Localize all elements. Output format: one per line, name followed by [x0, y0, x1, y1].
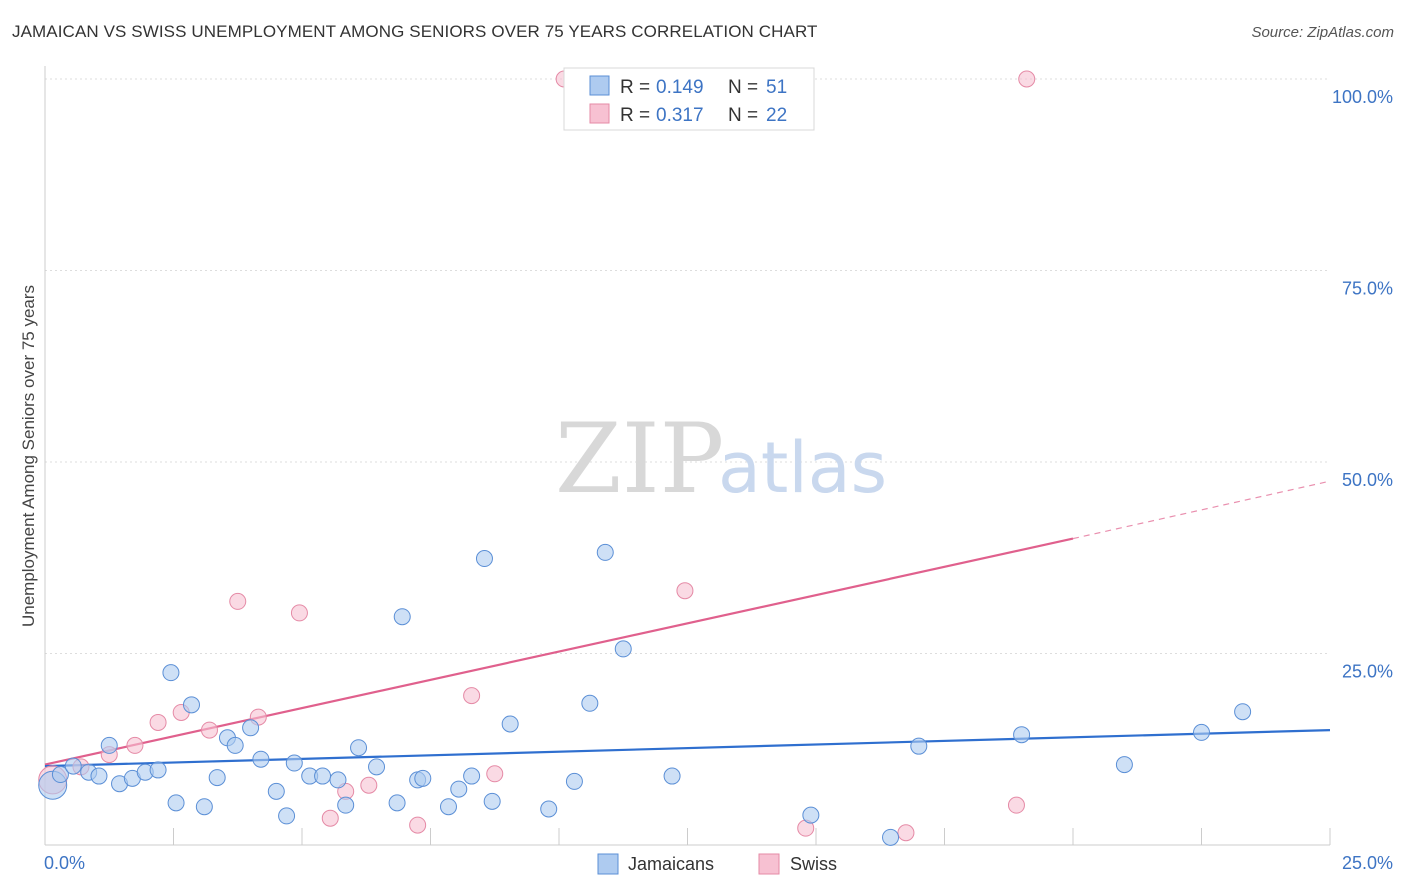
- legend-r-value-swiss: 0.317: [656, 105, 704, 126]
- point-jamaicans-40: [581, 694, 599, 712]
- point-swiss-12: [360, 776, 378, 794]
- trend-line-swiss-extension: [1072, 480, 1331, 540]
- point-jamaicans-49: [1193, 723, 1210, 741]
- point-jamaicans-18: [252, 750, 270, 768]
- x-tick-label-0: 0.0%: [44, 853, 85, 873]
- point-swiss-7: [229, 592, 247, 610]
- legend-swatch-swiss: [589, 103, 610, 124]
- point-jamaicans-33: [450, 780, 468, 798]
- point-jamaicans-24: [329, 771, 347, 789]
- point-jamaicans-27: [368, 758, 386, 776]
- series-legend: Jamaicans Swiss: [597, 853, 837, 875]
- point-jamaicans-25: [337, 796, 355, 814]
- legend-n-label-swiss: N =: [728, 105, 758, 126]
- point-jamaicans-17: [242, 719, 260, 737]
- x-tick-label-1: 25.0%: [1342, 853, 1393, 873]
- point-jamaicans-48: [1115, 756, 1133, 774]
- point-jamaicans-12: [182, 696, 200, 714]
- tick-labels: 100.0% 75.0% 50.0% 25.0% 0.0% 25.0%: [44, 87, 1393, 873]
- point-jamaicans-19: [267, 782, 285, 800]
- watermark: ZIP atlas: [555, 403, 887, 515]
- point-jamaicans-39: [565, 772, 583, 790]
- chart-title: JAMAICAN VS SWISS UNEMPLOYMENT AMONG SEN…: [12, 22, 818, 41]
- watermark-atlas: atlas: [718, 427, 887, 509]
- point-jamaicans-45: [882, 828, 900, 846]
- point-jamaicans-2: [64, 757, 82, 775]
- point-jamaicans-34: [463, 767, 481, 785]
- point-jamaicans-11: [167, 794, 185, 812]
- axes: [44, 66, 1331, 846]
- legend-r-value-jamaicans: 0.149: [656, 77, 704, 98]
- point-jamaicans-41: [596, 543, 614, 561]
- watermark-zip: ZIP: [555, 403, 724, 515]
- point-jamaicans-47: [1013, 726, 1031, 744]
- point-swiss-21: [1018, 70, 1036, 88]
- point-swiss-17: [676, 582, 694, 600]
- legend-r-label-jamaicans: R =: [620, 77, 650, 98]
- point-jamaicans-28: [388, 794, 406, 812]
- point-swiss-20: [1007, 796, 1025, 814]
- point-swiss-14: [463, 687, 481, 705]
- point-jamaicans-42: [614, 640, 632, 658]
- bottom-legend-label-swiss: Swiss: [790, 854, 837, 874]
- point-jamaicans-44: [802, 806, 820, 824]
- point-jamaicans-10: [162, 664, 180, 682]
- legend-n-value-swiss: 22: [766, 105, 787, 126]
- point-jamaicans-29: [393, 608, 411, 626]
- y-tick-label-0: 100.0%: [1332, 87, 1393, 107]
- point-jamaicans-46: [910, 737, 928, 755]
- point-jamaicans-16: [226, 736, 244, 754]
- bottom-legend-swatch-swiss: [758, 853, 780, 875]
- source-label: Source: ZipAtlas.com: [1251, 24, 1394, 41]
- point-jamaicans-32: [439, 798, 457, 816]
- point-jamaicans-26: [350, 739, 368, 757]
- point-swiss-19: [897, 824, 915, 842]
- legend-n-value-jamaicans: 51: [766, 77, 787, 98]
- point-jamaicans-4: [90, 767, 108, 785]
- point-jamaicans-50: [1234, 703, 1252, 721]
- point-jamaicans-5: [100, 736, 118, 754]
- point-jamaicans-37: [501, 715, 519, 733]
- point-swiss-3: [126, 736, 144, 754]
- legend-swatch-jamaicans: [589, 75, 610, 96]
- point-jamaicans-43: [663, 767, 681, 785]
- point-jamaicans-21: [285, 754, 303, 772]
- point-jamaicans-35: [475, 550, 493, 568]
- trend-lines: [44, 480, 1331, 768]
- point-jamaicans-36: [483, 792, 501, 810]
- point-swiss-13: [409, 816, 427, 834]
- legend-r-label-swiss: R =: [620, 105, 650, 126]
- bottom-legend-swatch-jamaicans: [597, 853, 619, 875]
- point-jamaicans-23: [314, 767, 332, 785]
- point-jamaicans-31: [414, 769, 432, 787]
- point-swiss-15: [486, 765, 504, 783]
- point-jamaicans-13: [195, 798, 213, 816]
- point-jamaicans-1: [51, 766, 69, 784]
- y-axis-label: Unemployment Among Seniors over 75 years: [19, 285, 38, 627]
- point-jamaicans-9: [149, 761, 167, 779]
- y-tick-label-3: 25.0%: [1342, 662, 1393, 682]
- data-points: [38, 70, 1252, 846]
- point-swiss-9: [290, 604, 308, 622]
- gridlines: [45, 78, 1330, 654]
- point-swiss-10: [321, 809, 339, 827]
- trend-line-swiss: [44, 537, 1074, 766]
- bottom-legend-label-jamaicans: Jamaicans: [628, 854, 714, 874]
- point-jamaicans-38: [540, 800, 558, 818]
- point-jamaicans-14: [208, 769, 226, 787]
- stats-legend: R = 0.149 N = 51 R = 0.317 N = 22: [563, 67, 815, 131]
- point-swiss-4: [149, 713, 167, 731]
- legend-n-label-jamaicans: N =: [728, 77, 758, 98]
- point-jamaicans-20: [278, 807, 296, 825]
- point-swiss-6: [200, 721, 218, 739]
- y-tick-label-1: 75.0%: [1342, 279, 1393, 299]
- y-tick-label-2: 50.0%: [1342, 470, 1393, 490]
